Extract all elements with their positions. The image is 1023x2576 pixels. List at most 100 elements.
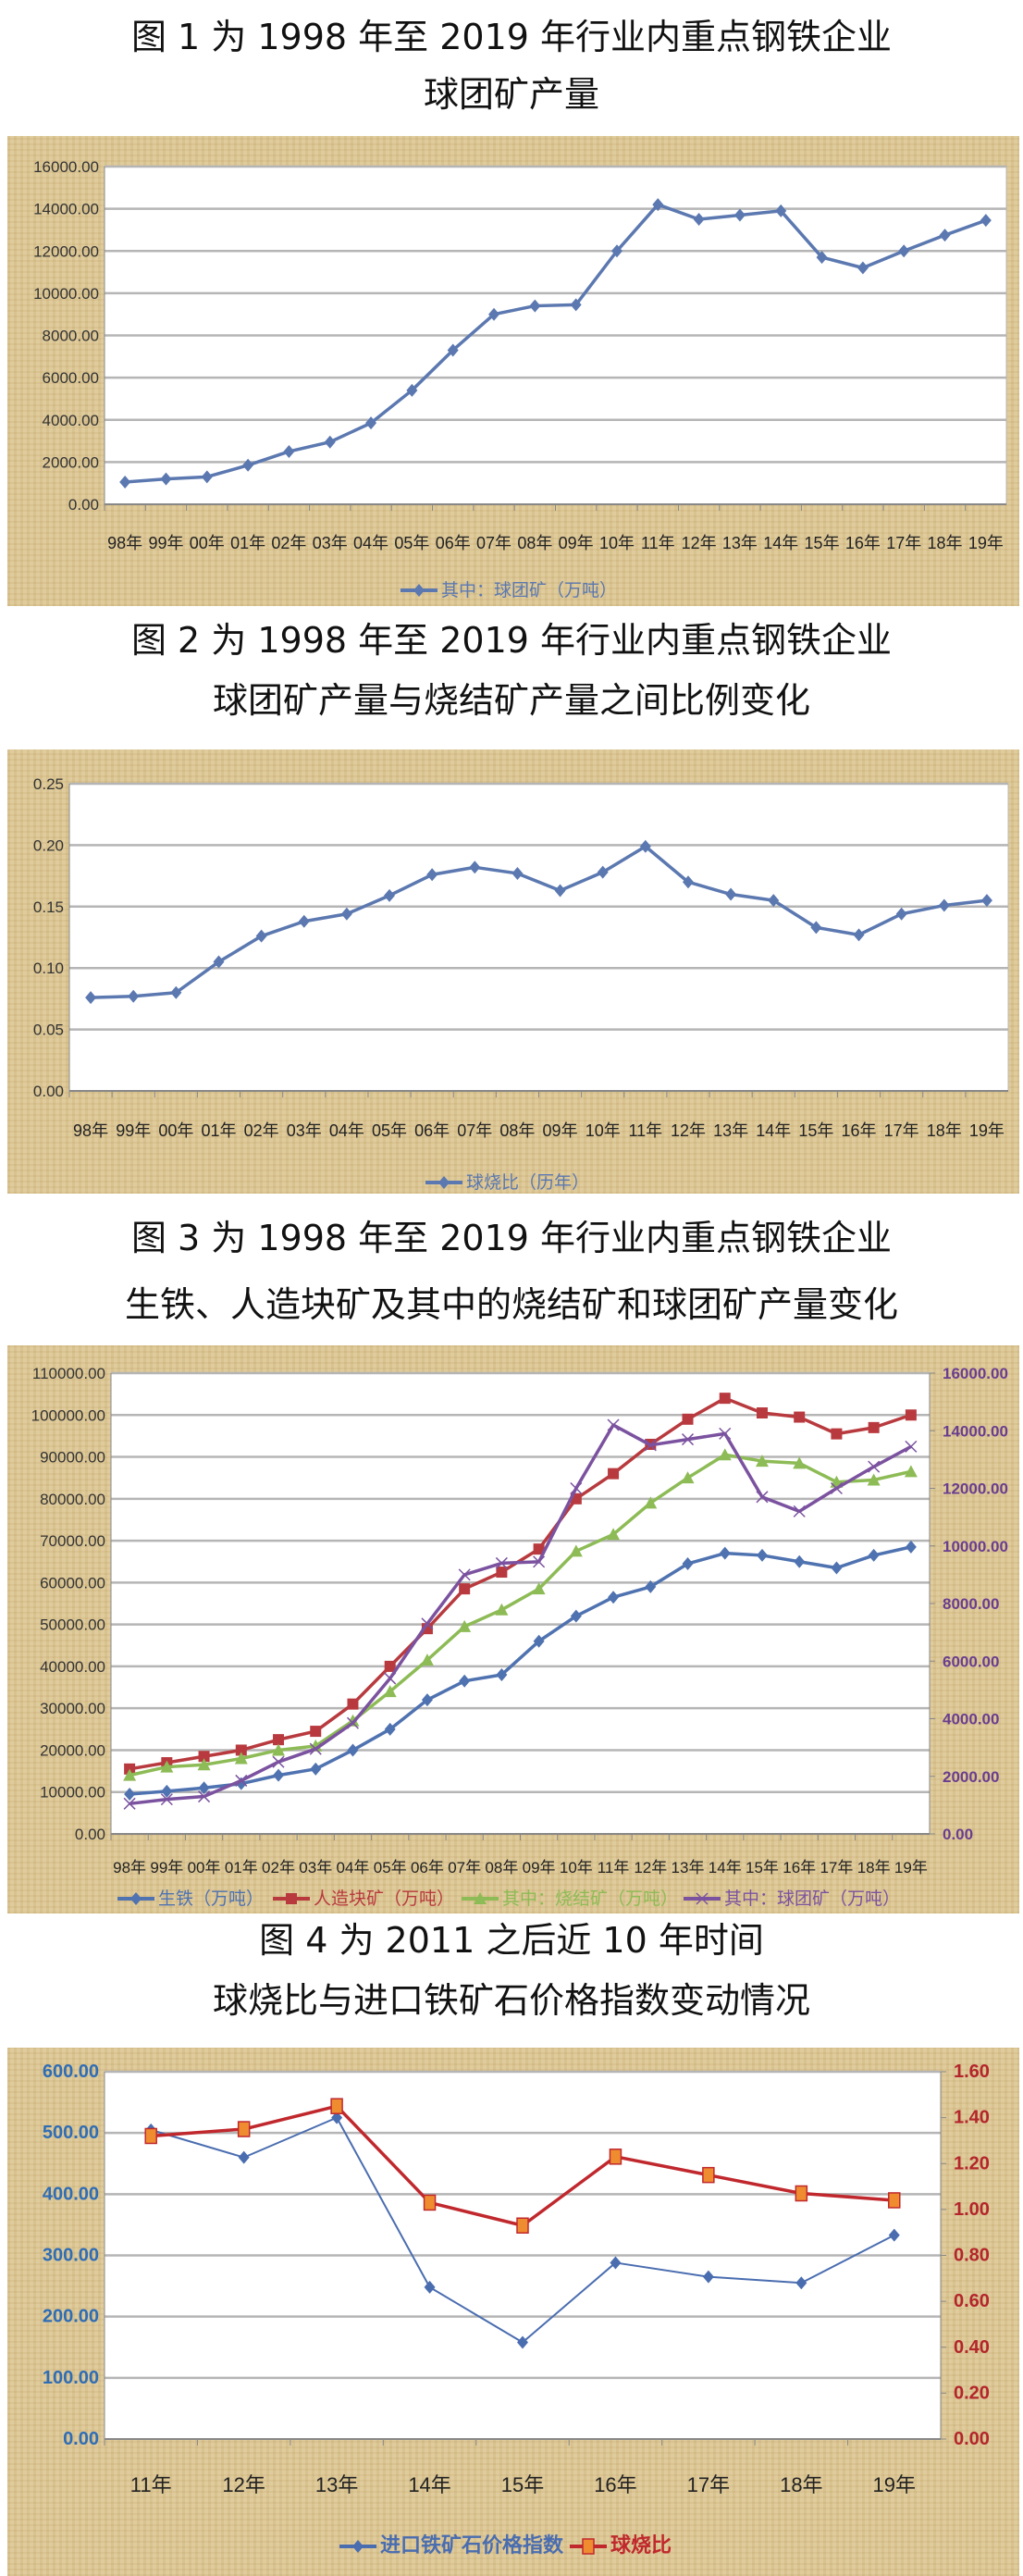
x-axis-tick-label: 19年 [969, 1121, 1005, 1140]
x-axis-tick-label: 00年 [190, 534, 225, 552]
x-axis-tick-label: 06年 [414, 1121, 450, 1140]
data-point [421, 1617, 434, 1630]
data-point [406, 383, 418, 397]
legend-item: 生铁（万吨） [117, 1889, 264, 1909]
x-axis-tick-label: 04年 [329, 1121, 364, 1140]
data-point [273, 1734, 285, 1746]
x-axis-tick-label: 11年 [130, 2473, 172, 2496]
series-line [129, 1423, 912, 1806]
data-point [793, 1456, 807, 1469]
x-axis-tick-label: 98年 [107, 534, 142, 552]
x-axis-tick-label: 02年 [262, 1859, 295, 1876]
series-1 [144, 2098, 901, 2234]
series-line [129, 1545, 912, 1796]
right-axis-tick-label: 0.00 [954, 2429, 990, 2449]
data-point [198, 1781, 210, 1795]
data-point [426, 868, 438, 882]
x-axis-tick-label: 12年 [682, 534, 717, 552]
legend: 生铁（万吨） 人造块矿（万吨） 其中：烧结矿（万吨） 其中：球团矿（万吨） [117, 1889, 900, 1909]
data-point [346, 1716, 360, 1729]
x-axis-tick-label: 14年 [709, 1859, 742, 1876]
data-point [144, 2127, 157, 2145]
data-point [898, 244, 910, 258]
left-axis-tick-label: 0.00 [68, 496, 99, 514]
data-point [810, 921, 822, 935]
x-axis-tick-label: 05年 [372, 1121, 407, 1140]
left-axis-tick-label: 500.00 [43, 2123, 99, 2143]
x-axis-tick-label: 15年 [805, 534, 840, 552]
x-axis-tick-label: 09年 [543, 1121, 578, 1140]
data-point [702, 2270, 714, 2284]
figure-4-title-line1: 图 4 为 2011 之后近 10 年时间 [259, 1920, 764, 1961]
data-point [459, 1674, 471, 1688]
data-point [795, 2185, 808, 2202]
right-axis-tick-label: 2000.00 [943, 1768, 999, 1786]
data-point [888, 2228, 900, 2242]
left-axis-tick-label: 40000.00 [40, 1658, 105, 1676]
x-axis-tick-label: 08年 [517, 534, 552, 552]
legend-marker [286, 1893, 297, 1904]
data-point [235, 1744, 247, 1756]
data-point [682, 1556, 694, 1570]
data-point [283, 444, 295, 458]
data-point [702, 2166, 715, 2184]
legend-marker [696, 1892, 709, 1905]
left-axis-tick-label: 0.00 [75, 1826, 105, 1843]
legend-item: 进口铁矿石价格指数 [339, 2533, 564, 2557]
data-point [458, 1619, 472, 1632]
x-axis-tick-label: 07年 [457, 1121, 492, 1140]
x-axis-tick-label: 07年 [448, 1859, 481, 1876]
right-axis-tick-label: 1.20 [954, 2153, 990, 2174]
right-axis-tick-label: 16000.00 [943, 1365, 1008, 1382]
x-axis-tick-label: 16年 [783, 1859, 816, 1876]
figure-3-chart: 0.00 10000.00 20000.00 30000.00 40000.00 5000… [7, 1345, 1019, 1913]
data-point [831, 1428, 843, 1440]
data-point [424, 2280, 436, 2294]
x-axis-tick-label: 09年 [523, 1859, 556, 1876]
x-axis-tick-label: 12年 [222, 2473, 265, 2496]
data-point [756, 1548, 768, 1562]
data-point [85, 991, 97, 1005]
left-axis-tick-label: 400.00 [43, 2184, 99, 2204]
data-point [273, 1768, 285, 1782]
data-point [904, 1465, 918, 1478]
right-axis-tick-label: 0.80 [954, 2246, 990, 2266]
figure-2-title-line1: 图 2 为 1998 年至 2019 年行业内重点钢铁企业 [130, 620, 893, 661]
data-point [608, 1591, 620, 1604]
data-point [533, 1634, 545, 1648]
data-point [867, 1473, 881, 1486]
series-0 [85, 839, 992, 1005]
data-point [309, 1742, 322, 1755]
data-point [607, 1418, 620, 1431]
left-axis-tick-label: 0.00 [63, 2429, 99, 2449]
data-point [459, 1583, 471, 1595]
figure-2-title-line2: 球团矿产量与烧结矿产量之间比例变化 [212, 680, 810, 721]
left-axis-tick-label: 2000.00 [43, 453, 99, 471]
data-point [830, 1481, 843, 1495]
data-point [793, 1505, 806, 1517]
x-axis-tick-label: 17年 [886, 534, 921, 552]
data-point [255, 929, 267, 943]
data-point [939, 229, 951, 242]
left-axis-tick-label: 0.10 [33, 960, 64, 977]
x-axis-tick-label: 06年 [436, 534, 471, 552]
figure-3-title-line1: 图 3 为 1998 年至 2019 年行业内重点钢铁企业 [130, 1218, 893, 1258]
x-axis-tick-label: 98年 [113, 1859, 146, 1876]
left-axis-tick-label: 60000.00 [40, 1574, 105, 1591]
chart-svg: 0.00 10000.00 20000.00 30000.00 40000.00 5000… [31, 1365, 1008, 1909]
plot-area [110, 1372, 931, 1835]
data-point [794, 1411, 806, 1423]
x-axis-tick-label: 14年 [408, 2473, 450, 2496]
legend-marker [438, 1176, 450, 1189]
left-axis-tick-label: 300.00 [43, 2246, 99, 2266]
data-point [719, 1546, 731, 1560]
series-line [125, 203, 987, 484]
x-axis-tick-label: 10年 [560, 1859, 593, 1876]
data-point [795, 2276, 807, 2290]
series-line [91, 844, 988, 999]
data-point [496, 1667, 508, 1681]
data-point [213, 955, 225, 969]
x-axis-tick-label: 11年 [598, 1859, 630, 1876]
series-0 [124, 1540, 917, 1801]
legend-item: 其中：球团矿（万吨） [684, 1889, 900, 1909]
